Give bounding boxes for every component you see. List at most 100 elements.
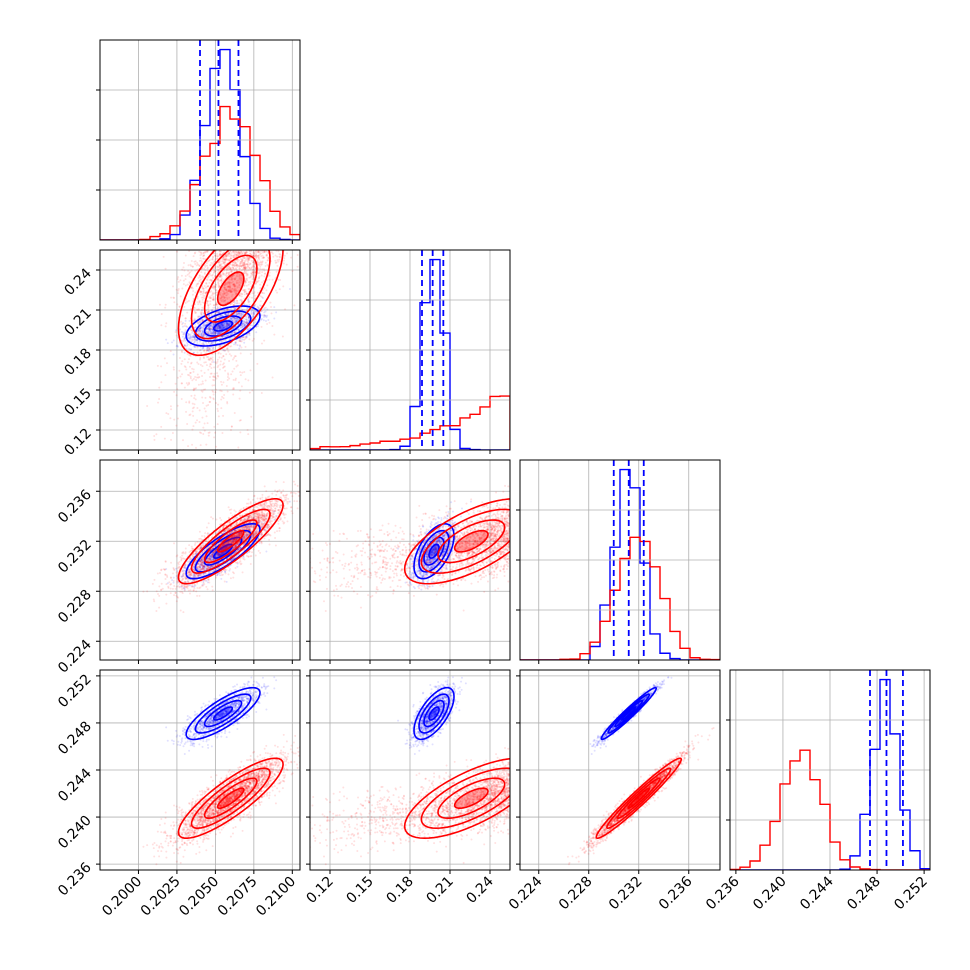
- sample-point: [239, 247, 241, 249]
- sample-point: [239, 337, 242, 340]
- sample-point: [230, 425, 233, 428]
- sample-point: [188, 489, 190, 491]
- sample-point: [226, 214, 228, 216]
- sample-point: [264, 314, 267, 317]
- sample-point: [225, 243, 227, 245]
- sample-point: [181, 287, 184, 290]
- sample-point: [228, 245, 230, 247]
- sample-point: [217, 333, 220, 336]
- sample-point: [179, 295, 182, 298]
- sample-point: [196, 301, 199, 304]
- sample-point: [250, 259, 253, 262]
- sample-point: [212, 346, 215, 349]
- sample-point: [252, 315, 255, 318]
- sample-point: [253, 247, 255, 249]
- sample-point: [209, 327, 212, 330]
- sample-point: [241, 236, 243, 238]
- sample-point: [225, 244, 227, 246]
- sample-point: [207, 473, 209, 475]
- sample-point: [170, 296, 173, 299]
- sample-point: [261, 244, 263, 246]
- sample-point: [255, 253, 258, 256]
- sample-point: [188, 275, 191, 278]
- sample-point: [208, 328, 211, 331]
- sample-point: [237, 289, 240, 292]
- sample-point: [219, 325, 222, 328]
- sample-point: [230, 251, 233, 254]
- sample-point: [194, 375, 197, 378]
- sample-point: [261, 260, 264, 263]
- sample-point: [243, 320, 246, 323]
- sample-point: [182, 266, 185, 269]
- sample-point: [260, 325, 263, 328]
- sample-point: [206, 331, 209, 334]
- sample-point: [265, 236, 267, 238]
- sample-point: [205, 343, 208, 346]
- sample-point: [230, 317, 233, 320]
- sample-point: [202, 493, 204, 495]
- sample-point: [226, 267, 229, 270]
- sample-point: [276, 255, 279, 258]
- sample-point: [164, 303, 167, 306]
- sample-point: [192, 414, 195, 417]
- sample-point: [245, 335, 248, 338]
- sample-point: [249, 324, 252, 327]
- sample-point: [302, 198, 304, 200]
- sample-point: [212, 393, 215, 396]
- sample-point: [214, 317, 217, 320]
- sample-point: [229, 257, 232, 260]
- sample-point: [293, 304, 296, 307]
- sample-point: [262, 256, 265, 259]
- sample-point: [263, 339, 266, 342]
- sample-point: [200, 271, 203, 274]
- sample-point: [232, 378, 235, 381]
- sample-point: [197, 276, 200, 279]
- sample-point: [192, 332, 195, 335]
- sample-point: [222, 326, 225, 329]
- sample-point: [210, 325, 213, 328]
- sample-point: [156, 462, 158, 464]
- sample-point: [278, 244, 280, 246]
- sample-point: [226, 238, 228, 240]
- sample-point: [206, 422, 209, 425]
- sample-point: [225, 488, 227, 490]
- sample-point: [226, 209, 228, 211]
- sample-point: [176, 344, 179, 347]
- sample-point: [191, 379, 194, 382]
- sample-point: [217, 331, 220, 334]
- sample-point: [218, 325, 221, 328]
- sample-point: [189, 456, 191, 458]
- sample-point: [265, 250, 268, 253]
- sample-point: [214, 291, 217, 294]
- sample-point: [193, 252, 196, 255]
- sample-point: [220, 340, 223, 343]
- sample-point: [200, 383, 203, 386]
- sample-point: [204, 321, 207, 324]
- sample-point: [177, 309, 180, 312]
- sample-point: [255, 331, 258, 334]
- sample-point: [247, 316, 250, 319]
- sample-point: [227, 322, 230, 325]
- sample-point: [263, 245, 265, 247]
- sample-point: [256, 362, 259, 365]
- sample-point: [265, 222, 267, 224]
- sample-point: [201, 330, 204, 333]
- sample-point: [192, 351, 195, 354]
- sample-point: [213, 288, 216, 291]
- sample-point: [170, 408, 173, 411]
- sample-point: [244, 345, 247, 348]
- sample-point: [269, 301, 272, 304]
- sample-point: [234, 321, 237, 324]
- sample-point: [251, 233, 253, 235]
- sample-point: [234, 317, 237, 320]
- sample-point: [258, 245, 260, 247]
- sample-point: [274, 232, 276, 234]
- sample-point: [160, 324, 163, 327]
- sample-point: [251, 296, 254, 299]
- sample-point: [227, 373, 230, 376]
- sample-point: [274, 289, 277, 292]
- sample-point: [229, 309, 232, 312]
- sample-point: [286, 208, 288, 210]
- sample-point: [219, 360, 222, 363]
- sample-point: [244, 257, 247, 260]
